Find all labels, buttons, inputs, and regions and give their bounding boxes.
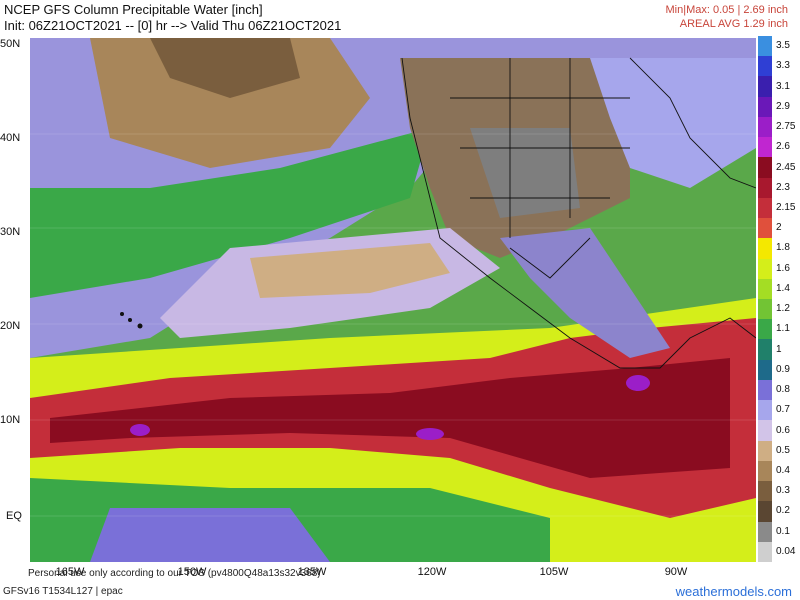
colorbar-label: 0.1 bbox=[776, 525, 790, 537]
peak-west bbox=[130, 424, 150, 436]
colorbar-swatch bbox=[758, 481, 772, 502]
title-line-2: Init: 06Z21OCT2021 -- [0] hr --> Valid T… bbox=[4, 18, 342, 33]
lat-label-eq: EQ bbox=[6, 510, 22, 522]
peak-east bbox=[626, 375, 650, 391]
lon-label-165w: 165W bbox=[55, 566, 85, 578]
colorbar-label: 0.7 bbox=[776, 404, 790, 416]
lat-label-50n: 50N bbox=[0, 38, 21, 50]
colorbar-swatch bbox=[758, 116, 772, 138]
lat-label-30n: 30N bbox=[0, 226, 21, 238]
colorbar-label: 2.75 bbox=[776, 121, 796, 133]
coastlines bbox=[401, 57, 756, 369]
colorbar-label: 1.4 bbox=[776, 282, 790, 294]
graticule bbox=[30, 133, 756, 517]
colorbar-label: 2.9 bbox=[776, 100, 790, 112]
areal-avg-text: AREAL AVG 1.29 inch bbox=[679, 18, 788, 30]
lon-label-120w: 120W bbox=[417, 566, 447, 578]
colorbar-label: 2.45 bbox=[776, 161, 796, 173]
colorbar-swatch bbox=[758, 96, 772, 118]
mexico-landmass bbox=[500, 228, 670, 358]
dry-area-north-pacific bbox=[90, 38, 370, 168]
colorbar-swatch bbox=[758, 36, 772, 57]
colorbar-swatch bbox=[758, 137, 772, 158]
lon-label-90w: 90W bbox=[664, 566, 688, 578]
colorbar-swatch bbox=[758, 420, 772, 442]
colorbar-swatch bbox=[758, 501, 772, 523]
colorbar-label: 0.4 bbox=[776, 464, 790, 476]
colorbar-label: 1 bbox=[776, 343, 782, 355]
lat-label-20n: 20N bbox=[0, 320, 21, 332]
dry-core-north-pacific bbox=[150, 38, 300, 98]
colorbar-swatch bbox=[758, 400, 772, 421]
colorbar-swatch bbox=[758, 76, 772, 98]
chart-title: NCEP GFS Column Precipitable Water [inch… bbox=[4, 2, 341, 34]
colorbar-label: 0.9 bbox=[776, 363, 790, 375]
colorbar-label: 3.1 bbox=[776, 80, 790, 92]
colorbar-swatch bbox=[758, 460, 772, 482]
map-panel bbox=[30, 38, 756, 562]
colorbar-label: 3.3 bbox=[776, 60, 790, 72]
lon-label-150w: 150W bbox=[177, 566, 207, 578]
colorbar-swatch bbox=[758, 359, 772, 381]
lat-label-40n: 40N bbox=[0, 132, 21, 144]
southern-dry-patch bbox=[90, 508, 330, 562]
colorbar-swatch bbox=[758, 379, 772, 401]
peak-central bbox=[416, 428, 444, 440]
colorbar-label: 2.6 bbox=[776, 141, 790, 153]
colorbar-label: 0.5 bbox=[776, 444, 790, 456]
colorbar-label: 1.1 bbox=[776, 323, 790, 335]
colorbar-swatch bbox=[758, 319, 772, 340]
colorbar-swatch bbox=[758, 258, 772, 280]
tos-disclaimer: Personal use only according to our TOS (… bbox=[28, 568, 321, 579]
hawaii-islands bbox=[120, 312, 143, 329]
colorbar-label: 0.6 bbox=[776, 424, 790, 436]
moisture-plume bbox=[30, 128, 430, 298]
itcz-core bbox=[50, 358, 730, 478]
lat-label-10n: 10N bbox=[0, 414, 21, 426]
colorbar-swatch bbox=[758, 197, 772, 219]
colorbar-swatch bbox=[758, 238, 772, 260]
colorbar-label: 2.3 bbox=[776, 181, 790, 193]
dry-tongue-core bbox=[250, 243, 450, 298]
colorbar-swatch bbox=[758, 157, 772, 179]
lon-label-105w: 105W bbox=[539, 566, 569, 578]
colorbar-swatch bbox=[758, 218, 772, 239]
colorbar-label: 1.6 bbox=[776, 262, 790, 274]
moist-area-east bbox=[590, 58, 756, 188]
colorbar bbox=[758, 36, 772, 563]
stats-box: Min|Max: 0.05 | 2.69 inch AREAL AVG 1.29… bbox=[666, 3, 789, 31]
colorbar-label: 2 bbox=[776, 222, 782, 234]
colorbar-label: 3.5 bbox=[776, 40, 790, 52]
brand-link[interactable]: weathermodels.com bbox=[675, 584, 792, 599]
colorbar-label: 0.04 bbox=[776, 545, 796, 557]
precipitable-water-map bbox=[30, 38, 756, 562]
colorbar-label: 1.2 bbox=[776, 303, 790, 315]
model-info: GFSv16 T1534L127 | epac bbox=[3, 586, 123, 597]
colorbar-label: 0.2 bbox=[776, 505, 790, 517]
colorbar-swatch bbox=[758, 56, 772, 77]
colorbar-swatch bbox=[758, 521, 772, 543]
colorbar-label: 2.15 bbox=[776, 201, 796, 213]
colorbar-swatch bbox=[758, 339, 772, 361]
very-dry-land bbox=[470, 128, 580, 218]
colorbar-label: 0.8 bbox=[776, 384, 790, 396]
lon-label-135w: 135W bbox=[297, 566, 327, 578]
colorbar-swatch bbox=[758, 440, 772, 462]
colorbar-swatch bbox=[758, 541, 772, 563]
colorbar-swatch bbox=[758, 177, 772, 199]
title-line-1: NCEP GFS Column Precipitable Water [inch… bbox=[4, 2, 263, 17]
colorbar-label: 1.8 bbox=[776, 242, 790, 254]
min-max-text: Min|Max: 0.05 | 2.69 inch bbox=[665, 4, 789, 16]
colorbar-swatch bbox=[758, 299, 772, 320]
colorbar-swatch bbox=[758, 278, 772, 300]
colorbar-label: 0.3 bbox=[776, 485, 790, 497]
